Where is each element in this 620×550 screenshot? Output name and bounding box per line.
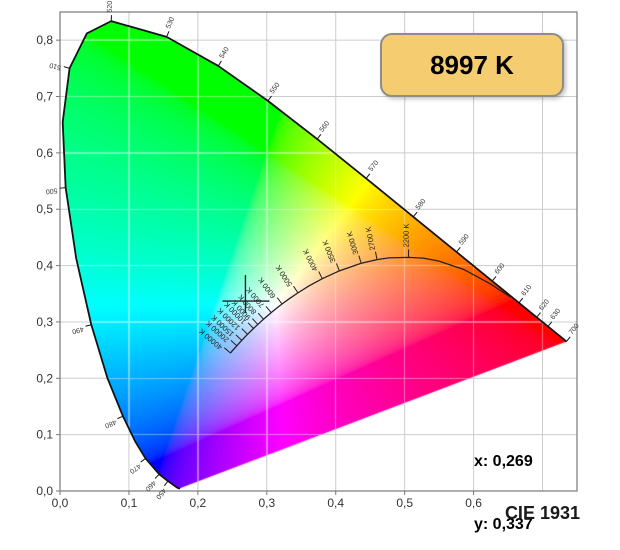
x-axis-tick-label: 0,3	[258, 496, 275, 510]
wavelength-tick-610	[518, 297, 524, 304]
x-axis-tick-label: 0,6	[465, 496, 482, 510]
temperature-tick-15000	[235, 334, 243, 341]
wavelength-tick-450	[163, 480, 169, 487]
cct-badge: 8997 K	[380, 33, 564, 97]
temperature-tick-12000	[241, 328, 248, 335]
x-axis-tick-label: 0,5	[396, 496, 413, 510]
wavelength-label-560: 560	[319, 120, 332, 134]
wavelength-tick-460	[154, 473, 160, 479]
temperature-label-5000: 5000 K	[274, 263, 295, 288]
wavelength-tick-700	[566, 336, 571, 342]
chromaticity-marker[interactable]	[222, 275, 270, 314]
xy-readout: x: 0,269 y: 0,337	[474, 409, 533, 550]
wavelength-tick-560	[316, 134, 322, 140]
y-axis-tick-label: 0,5	[36, 202, 53, 216]
wavelength-label-510: 510	[49, 61, 62, 71]
y-axis-tick-label: 0,3	[36, 315, 53, 329]
wavelength-tick-540	[217, 60, 222, 67]
y-axis-tick-label: 0,7	[36, 90, 53, 104]
x-axis-tick-label: 0,0	[52, 496, 69, 510]
wavelength-tick-550	[267, 95, 272, 102]
wavelength-label-500: 500	[45, 186, 57, 194]
wavelength-label-700: 700	[568, 323, 581, 337]
wavelength-tick-570	[365, 173, 371, 179]
wavelength-tick-600	[491, 276, 497, 282]
x-axis-tick-label: 0,4	[327, 496, 344, 510]
wavelength-tick-530	[166, 31, 170, 38]
wavelength-label-540: 540	[219, 46, 231, 60]
wavelength-label-470: 470	[128, 462, 142, 475]
temperature-tick-3000	[358, 255, 362, 264]
x-axis-tick-label: 0,2	[190, 496, 207, 510]
wavelength-label-520: 520	[107, 1, 115, 13]
wavelength-tick-490	[85, 324, 92, 327]
wavelength-label-600: 600	[494, 262, 507, 276]
wavelength-tick-590	[456, 246, 461, 253]
temperature-label-3000: 3000 K	[345, 230, 360, 255]
y-axis-tick-label: 0,2	[36, 371, 53, 385]
temperature-label-4000: 4000 K	[301, 248, 320, 273]
readout-y-value: y: 0,337	[474, 516, 533, 533]
wavelength-tick-500	[59, 187, 66, 189]
temperature-tick-5000	[293, 285, 299, 294]
temperature-tick-4000	[318, 271, 323, 279]
wavelength-label-450: 450	[154, 487, 167, 501]
cct-badge-label: 8997 K	[430, 49, 514, 80]
wavelength-label-550: 550	[269, 82, 282, 96]
y-axis-tick-label: 0,8	[36, 33, 53, 47]
wavelength-label-530: 530	[165, 16, 176, 30]
y-axis-tick-label: 0,1	[36, 428, 53, 442]
diagram-title: CIE 1931	[504, 503, 580, 523]
wavelength-tick-480	[117, 415, 124, 420]
wavelength-tick-630	[547, 321, 553, 327]
temperature-tick-6000	[276, 297, 283, 305]
temperature-label-2700: 2700 K	[364, 226, 377, 251]
wavelength-label-480: 480	[104, 418, 118, 429]
x-axis-tick-label: 0,1	[121, 496, 138, 510]
wavelength-label-580: 580	[415, 198, 428, 212]
planckian-locus-curve	[229, 256, 511, 354]
temperature-tick-8000	[257, 312, 264, 320]
wavelength-label-620: 620	[538, 298, 551, 312]
y-axis-tick-label: 0,6	[36, 146, 53, 160]
wavelength-label-630: 630	[549, 308, 562, 322]
temperature-label-3500: 3500 K	[320, 239, 337, 264]
wavelength-label-460: 460	[143, 479, 156, 492]
wavelength-label-570: 570	[368, 159, 381, 173]
wavelength-tick-510	[63, 66, 70, 69]
wavelength-label-490: 490	[71, 325, 84, 335]
wavelength-tick-620	[536, 312, 541, 318]
y-axis-tick-label: 0,0	[36, 484, 53, 498]
temperature-tick-20000	[230, 340, 238, 347]
wavelength-tick-580	[412, 211, 418, 218]
temperature-tick-2700	[374, 251, 378, 260]
temperature-tick-7000	[265, 306, 272, 313]
wavelength-label-610: 610	[520, 284, 533, 298]
wavelength-label-590: 590	[458, 233, 471, 247]
temperature-tick-40000	[224, 347, 231, 354]
wavelength-tick-470	[140, 458, 146, 463]
temperature-tick-9000	[251, 318, 259, 325]
y-axis-tick-label: 0,4	[36, 259, 53, 273]
temperature-label-2200: 2200 K	[402, 224, 411, 248]
temperature-tick-10000	[247, 322, 254, 329]
readout-x-value: x: 0,269	[474, 453, 533, 470]
spectral-locus-outline	[61, 20, 568, 490]
temperature-tick-3500	[335, 263, 340, 272]
